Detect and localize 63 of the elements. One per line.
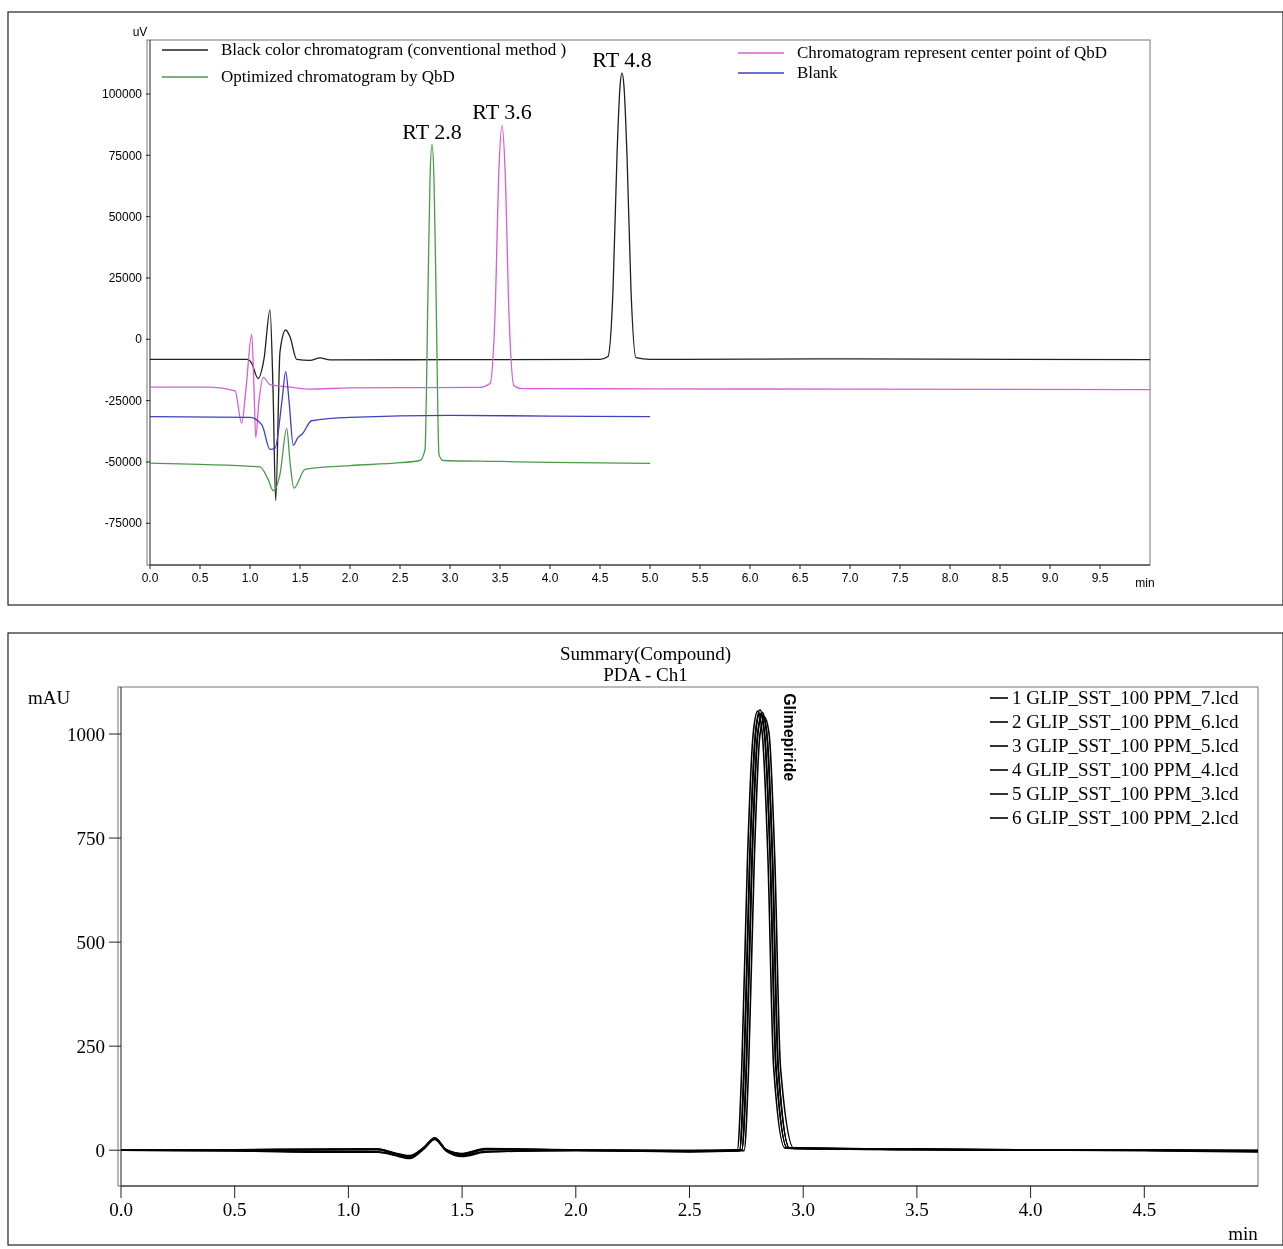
x-tick-label: 3.5 bbox=[905, 1199, 929, 1220]
y-tick-label: 250 bbox=[76, 1035, 105, 1057]
x-tick-label: 1.5 bbox=[291, 571, 309, 585]
legend-label: Blank bbox=[797, 63, 839, 82]
legend-label: 5 GLIP_SST_100 PPM_3.lcd bbox=[1012, 783, 1239, 804]
y-tick-label: 100000 bbox=[101, 87, 143, 102]
y-tick-label: 50000 bbox=[108, 209, 143, 224]
x-tick-label: 0.0 bbox=[109, 1199, 133, 1220]
legend-label: 1 GLIP_SST_100 PPM_7.lcd bbox=[1012, 687, 1239, 708]
x-tick-label: 4.5 bbox=[1132, 1199, 1157, 1220]
x-tick-label: 8.5 bbox=[991, 571, 1009, 585]
x-tick-label: 4.0 bbox=[541, 571, 559, 585]
x-tick-label: 5.5 bbox=[691, 571, 709, 585]
chart-title: Summary(Compound) bbox=[560, 643, 731, 665]
y-tick-label: 25000 bbox=[108, 271, 143, 286]
x-tick-label: 0.5 bbox=[191, 571, 209, 585]
annotation: RT 4.8 bbox=[592, 46, 652, 72]
x-tick-label: 4.0 bbox=[1018, 1199, 1043, 1220]
legend-label: 4 GLIP_SST_100 PPM_4.lcd bbox=[1012, 759, 1239, 780]
x-tick-label: 9.5 bbox=[1091, 571, 1109, 585]
y-tick-label: 750 bbox=[76, 827, 105, 849]
x-axis-title: min bbox=[1135, 576, 1155, 590]
x-tick-label: 1.0 bbox=[336, 1199, 361, 1220]
x-tick-label: 6.0 bbox=[741, 571, 759, 585]
y-tick-label: 0 bbox=[95, 1139, 105, 1161]
legend-label: Optimized chromatogram by QbD bbox=[221, 67, 455, 86]
x-tick-label: 3.5 bbox=[491, 571, 509, 585]
y-tick-label: 75000 bbox=[108, 148, 143, 163]
legend-label: 2 GLIP_SST_100 PPM_6.lcd bbox=[1012, 711, 1239, 732]
x-tick-label: 1.5 bbox=[450, 1199, 474, 1220]
legend-label: 3 GLIP_SST_100 PPM_5.lcd bbox=[1012, 735, 1239, 756]
x-tick-label: 2.5 bbox=[677, 1199, 702, 1220]
x-tick-label: 9.0 bbox=[1041, 571, 1059, 585]
annotation: RT 3.6 bbox=[472, 99, 532, 125]
x-tick-label: 0.0 bbox=[141, 571, 159, 585]
x-tick-label: 6.5 bbox=[791, 571, 809, 585]
x-tick-label: 5.0 bbox=[641, 571, 659, 585]
x-tick-label: 4.5 bbox=[591, 571, 609, 585]
x-tick-label: 2.0 bbox=[563, 1199, 588, 1220]
x-tick-label: 2.5 bbox=[391, 571, 409, 585]
annotation: Glimepiride bbox=[781, 693, 799, 782]
y-axis-title: mAU bbox=[28, 687, 71, 708]
x-tick-label: 3.0 bbox=[441, 571, 459, 585]
legend-label: Chromatogram represent center point of QbD bbox=[797, 43, 1108, 62]
y-tick-label: 1000 bbox=[67, 723, 105, 745]
x-tick-label: 0.5 bbox=[222, 1199, 247, 1220]
y-tick-label: -75000 bbox=[104, 516, 143, 531]
chart-subtitle: PDA - Ch1 bbox=[603, 664, 688, 685]
legend-label: Black color chromatogram (conventional method ) bbox=[221, 40, 567, 59]
x-tick-label: 3.0 bbox=[791, 1199, 816, 1220]
x-tick-label: 2.0 bbox=[341, 571, 359, 585]
y-tick-label: -50000 bbox=[104, 455, 143, 470]
x-tick-label: 1.0 bbox=[241, 571, 259, 585]
legend-label: 6 GLIP_SST_100 PPM_2.lcd bbox=[1012, 807, 1239, 828]
x-tick-label: 7.5 bbox=[891, 571, 909, 585]
annotation: RT 2.8 bbox=[402, 118, 462, 144]
y-tick-label: -25000 bbox=[104, 393, 143, 408]
x-tick-label: 7.0 bbox=[841, 571, 859, 585]
x-tick-label: 8.0 bbox=[941, 571, 959, 585]
y-tick-label: 500 bbox=[76, 931, 105, 953]
y-tick-label: 0 bbox=[135, 332, 143, 347]
y-axis-title: uV bbox=[132, 25, 148, 39]
x-axis-title: min bbox=[1228, 1223, 1259, 1244]
